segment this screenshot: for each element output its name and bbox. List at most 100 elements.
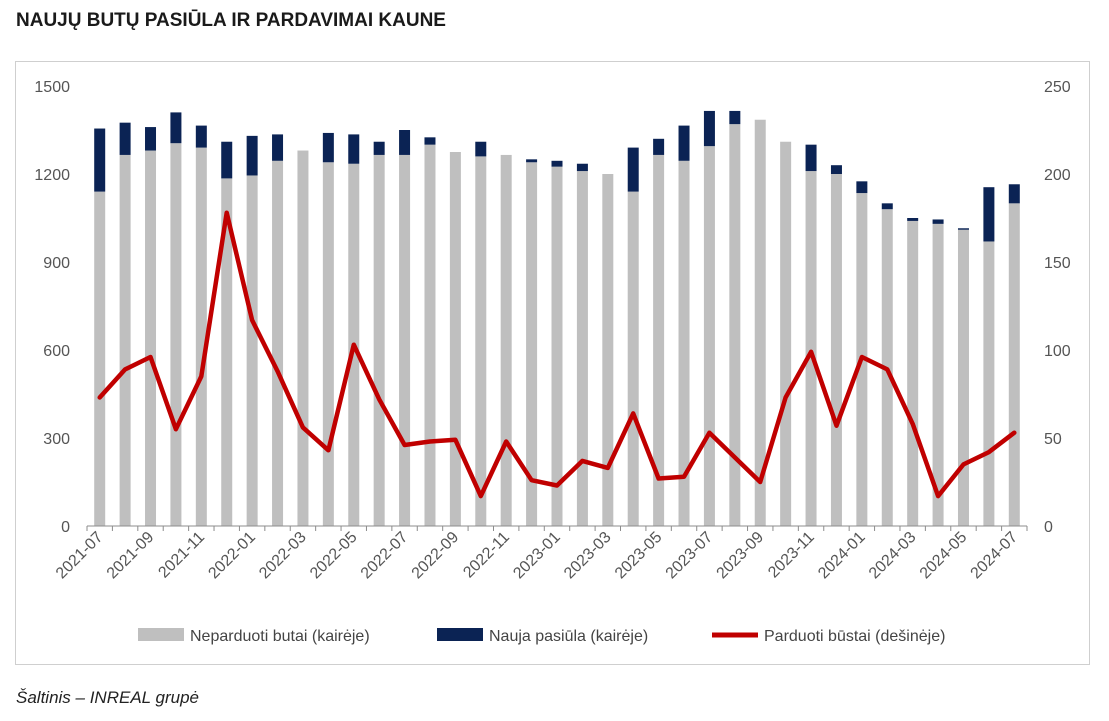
- x-tick-label: 2022-05: [307, 529, 361, 583]
- bar-new-supply: [627, 147, 639, 192]
- bar-new-supply: [119, 122, 131, 155]
- bar-unsold: [805, 171, 817, 527]
- bar-new-supply: [399, 130, 411, 155]
- x-tick-label: 2024-01: [815, 529, 869, 583]
- bar-new-supply: [348, 134, 360, 164]
- bar-unsold: [424, 144, 436, 526]
- x-tick-label: 2022-11: [460, 529, 513, 582]
- x-tick-label: 2023-03: [561, 529, 615, 583]
- bar-new-supply: [272, 134, 284, 161]
- bar-new-supply: [221, 141, 233, 179]
- x-tick-label: 2024-07: [968, 529, 1022, 583]
- bar-unsold: [703, 146, 715, 526]
- y-left-tick-label: 900: [43, 255, 70, 272]
- bar-new-supply: [322, 132, 334, 163]
- bar-unsold: [983, 241, 995, 526]
- bar-unsold: [94, 191, 106, 526]
- bar-new-supply: [729, 110, 741, 125]
- legend-swatch: [437, 628, 483, 641]
- y-right-tick-label: 0: [1044, 519, 1053, 536]
- chart-frame: [15, 61, 1090, 665]
- x-tick-label: 2024-05: [917, 529, 971, 583]
- y-right-tick-label: 200: [1044, 167, 1071, 184]
- y-right-tick-label: 50: [1044, 431, 1062, 448]
- y-right-tick-label: 100: [1044, 343, 1071, 360]
- x-tick-label: 2022-09: [409, 529, 463, 583]
- bar-unsold: [221, 178, 233, 526]
- bar-new-supply: [94, 128, 106, 192]
- bar-unsold: [754, 119, 766, 526]
- bar-unsold: [932, 223, 944, 526]
- bar-unsold: [653, 154, 665, 526]
- bar-unsold: [500, 154, 512, 526]
- x-tick-label: 2023-01: [510, 529, 564, 583]
- bar-new-supply: [424, 137, 436, 145]
- bar-new-supply: [195, 125, 207, 148]
- legend-label: Parduoti būstai (dešinėje): [764, 628, 945, 645]
- bar-new-supply: [170, 112, 182, 144]
- bar-unsold: [297, 150, 309, 527]
- bar-unsold: [780, 141, 792, 526]
- x-tick-label: 2023-11: [765, 529, 818, 582]
- y-left-tick-label: 0: [61, 519, 70, 536]
- chart-title: NAUJŲ BUTŲ PASIŪLA IR PARDAVIMAI KAUNE: [16, 10, 446, 31]
- bar-new-supply: [246, 135, 258, 176]
- bar-new-supply: [881, 203, 893, 210]
- x-tick-label: 2022-07: [358, 529, 412, 583]
- legend-label: Neparduoti butai (kairėje): [190, 628, 370, 645]
- bar-unsold: [195, 147, 207, 526]
- bar-new-supply: [957, 228, 969, 230]
- bars-layer: [94, 110, 1020, 527]
- bar-new-supply: [1008, 184, 1020, 204]
- y-left-tick-label: 300: [43, 431, 70, 448]
- bar-new-supply: [678, 125, 690, 161]
- legend-label: Nauja pasiūla (kairėje): [489, 628, 648, 645]
- x-tick-label: 2024-03: [866, 529, 920, 583]
- bar-unsold: [602, 174, 614, 526]
- bar-unsold: [272, 160, 284, 527]
- bar-unsold: [399, 154, 411, 526]
- legend: Neparduoti butai (kairėje) Nauja pasiūla …: [138, 628, 945, 645]
- bar-new-supply: [576, 163, 588, 172]
- bar-new-supply: [653, 138, 665, 155]
- bar-unsold: [119, 154, 131, 526]
- bar-unsold: [145, 150, 157, 527]
- bar-new-supply: [551, 160, 563, 167]
- x-tick-label: 2022-03: [256, 529, 310, 583]
- source-note: Šaltinis – INREAL grupė: [16, 688, 200, 707]
- x-tick-label: 2023-05: [612, 529, 666, 583]
- bar-new-supply: [907, 218, 919, 221]
- bar-unsold: [475, 156, 487, 526]
- bar-unsold: [1008, 203, 1020, 527]
- y-left-tick-label: 1200: [34, 167, 70, 184]
- bar-unsold: [576, 171, 588, 527]
- line-layer: [97, 210, 1017, 499]
- bar-unsold: [678, 160, 690, 527]
- bar-new-supply: [805, 144, 817, 172]
- bar-unsold: [373, 154, 385, 526]
- legend-swatch: [138, 628, 184, 641]
- bar-unsold: [830, 174, 842, 526]
- bar-unsold: [729, 124, 741, 526]
- bar-unsold: [170, 143, 182, 526]
- bar-new-supply: [526, 159, 538, 163]
- x-tick-label: 2021-11: [155, 529, 208, 582]
- y-right-tick-label: 150: [1044, 255, 1071, 272]
- bar-unsold: [526, 162, 538, 526]
- bar-new-supply: [830, 165, 842, 174]
- bar-new-supply: [983, 187, 995, 242]
- y-left-tick-label: 1500: [34, 79, 70, 96]
- bar-new-supply: [932, 219, 944, 224]
- bar-unsold: [449, 152, 461, 526]
- bar-new-supply: [703, 110, 715, 147]
- bar-unsold: [551, 166, 563, 526]
- y-right-tick-label: 250: [1044, 79, 1071, 96]
- bar-new-supply: [145, 127, 157, 151]
- line-sold: [97, 210, 1017, 499]
- bar-new-supply: [856, 181, 868, 194]
- bar-unsold: [907, 220, 919, 526]
- bar-unsold: [957, 229, 969, 526]
- x-tick-label: 2021-09: [104, 529, 158, 583]
- bar-new-supply: [475, 141, 487, 157]
